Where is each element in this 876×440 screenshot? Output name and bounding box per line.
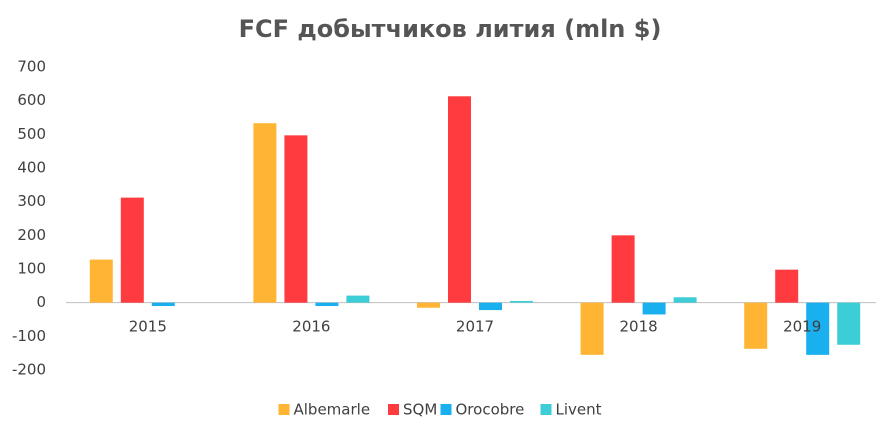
y-tick-label: 700 [17,58,46,76]
bar [642,302,666,315]
bar [510,300,533,303]
x-tick-label: 2016 [292,318,330,336]
x-tick-label: 2017 [456,318,494,336]
bar [580,302,604,355]
bar [837,302,861,345]
bar [253,123,277,303]
bar [479,302,502,311]
y-tick-label: 100 [17,260,46,278]
y-tick-label: 200 [17,226,46,244]
bar [120,197,144,303]
bar [448,96,471,303]
legend-label: Livent [556,401,602,419]
x-tick-label: 2018 [620,318,658,336]
bar [151,302,175,307]
x-tick-label: 2019 [783,318,821,336]
legend-label: Orocobre [456,401,525,419]
y-tick-label: -200 [12,361,46,379]
bar [284,135,308,303]
bar [417,302,440,308]
chart-title: FCF добытчиков лития (mln $) [239,15,662,43]
bar [673,297,697,303]
bar [806,302,830,355]
legend-label: Albemarle [294,401,371,419]
bar [89,259,113,303]
bar [744,302,768,349]
y-tick-label: 300 [17,192,46,210]
y-tick-label: 600 [17,91,46,109]
y-tick-label: -100 [12,327,46,345]
bar [611,235,635,303]
y-tick-label: 500 [17,125,46,143]
bar [775,269,799,303]
legend-swatch [440,404,452,415]
legend-swatch [278,404,290,415]
bar [315,302,339,307]
legend-swatch [388,404,399,415]
legend-swatch [540,404,552,415]
y-tick-label: 400 [17,159,46,177]
y-tick-label: 0 [36,293,46,311]
bar [346,295,370,303]
legend-label: SQM [403,401,437,419]
x-tick-label: 2015 [129,318,167,336]
